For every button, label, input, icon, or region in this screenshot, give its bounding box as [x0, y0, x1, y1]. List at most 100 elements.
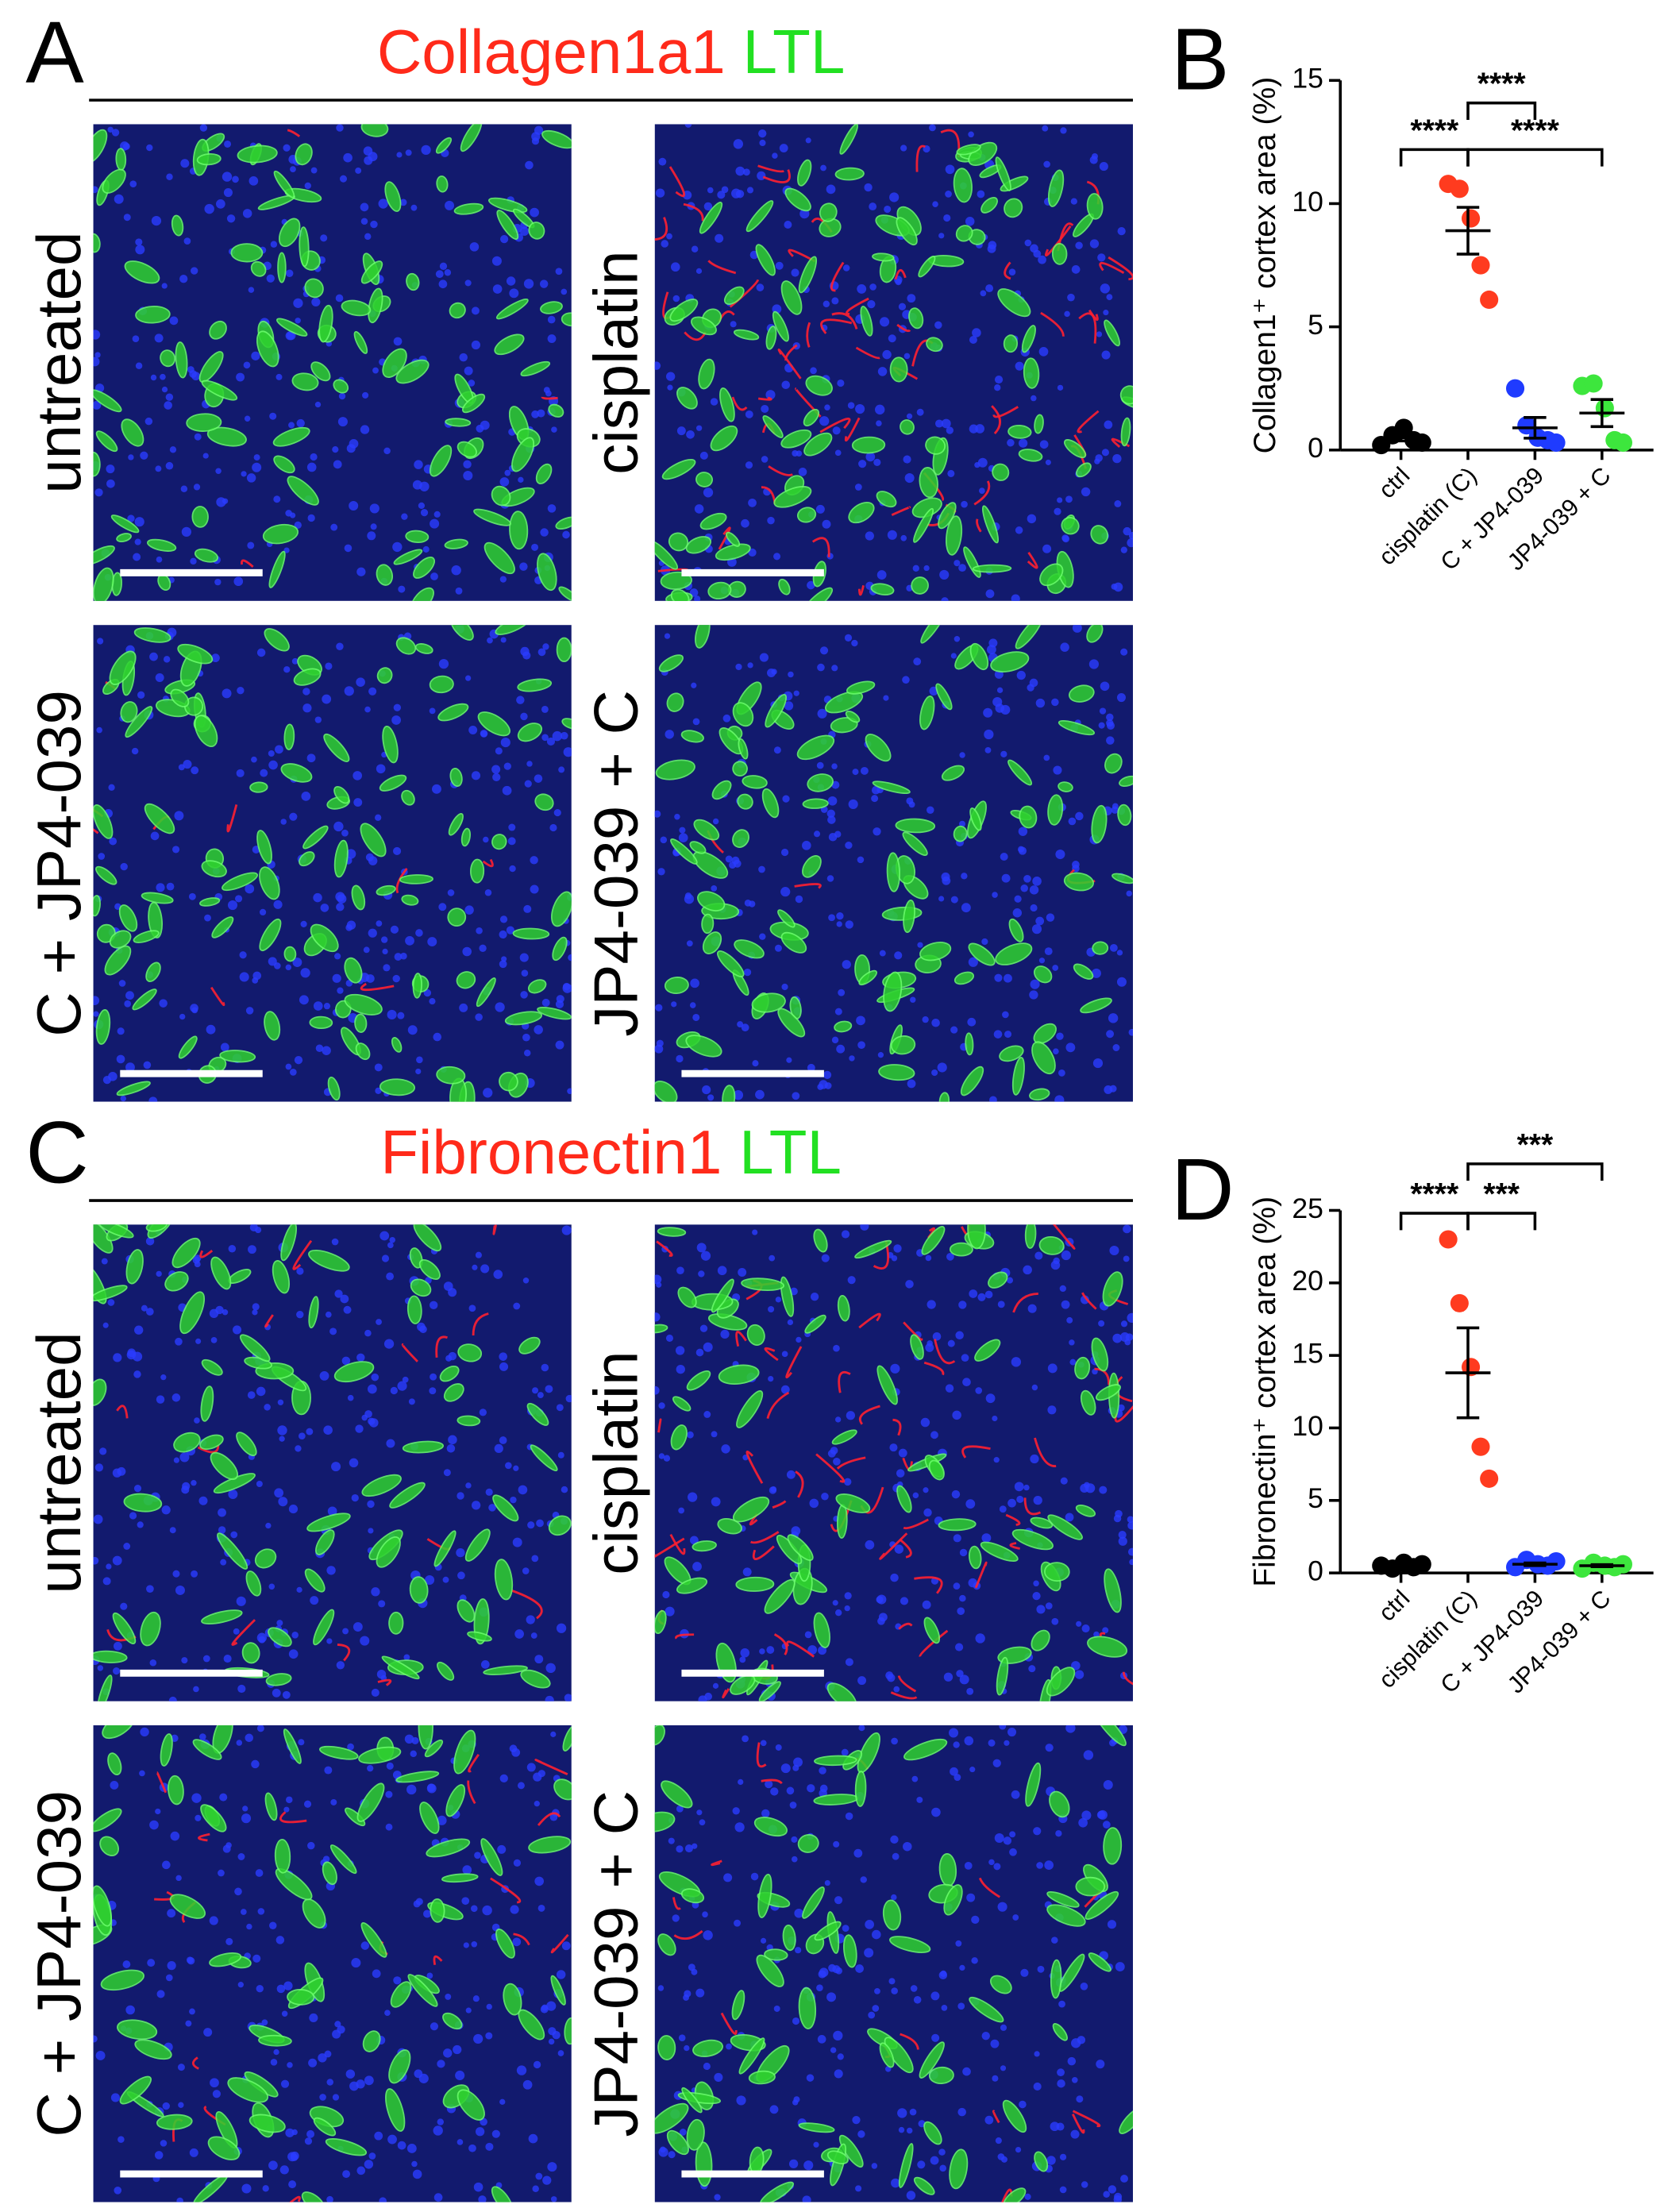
red-stain	[210, 986, 225, 1007]
nucleus	[1093, 1631, 1100, 1638]
nucleus	[557, 2050, 564, 2056]
y-tick-label: 5	[1308, 1482, 1323, 1514]
nucleus	[883, 695, 889, 701]
nucleus	[1102, 1821, 1111, 1829]
nucleus	[678, 1507, 685, 1514]
red-stain	[1077, 410, 1100, 434]
nucleus	[368, 152, 378, 162]
nucleus	[266, 274, 275, 283]
nucleus	[1045, 459, 1051, 465]
nucleus	[202, 1655, 210, 1663]
nucleus	[290, 2151, 299, 2160]
nucleus	[156, 1990, 165, 1998]
nucleus	[162, 1860, 171, 1870]
nucleus	[959, 1594, 966, 1602]
nucleus	[968, 1578, 977, 1588]
nucleus	[465, 675, 472, 681]
tubule	[201, 1358, 223, 1376]
nucleus	[283, 666, 291, 673]
tubule	[989, 1975, 1012, 1994]
red-stain	[279, 1811, 307, 1824]
nucleus	[537, 1904, 545, 1912]
nucleus	[171, 1393, 181, 1402]
nucleus	[816, 1984, 823, 1991]
nucleus	[561, 1941, 571, 1951]
nucleus	[782, 795, 790, 803]
tubule	[751, 992, 786, 1013]
tubule	[748, 2070, 776, 2085]
nucleus	[821, 1254, 830, 1262]
data-point	[1394, 418, 1413, 437]
nucleus	[334, 1289, 343, 1298]
nucleus	[1080, 1295, 1089, 1304]
nucleus	[276, 1984, 286, 1994]
nucleus	[969, 1289, 978, 1298]
nucleus	[925, 1343, 934, 1352]
nucleus	[283, 547, 290, 553]
nucleus	[128, 454, 134, 461]
nucleus	[663, 1455, 671, 1462]
tubule	[254, 1548, 277, 1569]
nucleus	[415, 1068, 422, 1075]
tubule	[900, 419, 915, 435]
nucleus	[199, 1733, 206, 1740]
tubule	[210, 1256, 232, 1290]
nucleus	[1120, 546, 1127, 553]
tubule	[562, 1725, 572, 1751]
tubule	[460, 124, 483, 152]
micrograph	[93, 1224, 572, 1701]
nucleus	[147, 1959, 156, 1967]
tubule	[405, 530, 430, 543]
nucleus	[1050, 1260, 1061, 1270]
nucleus	[712, 1682, 719, 1689]
nucleus	[838, 988, 846, 996]
tubule	[1019, 805, 1038, 829]
tubule	[1050, 1959, 1062, 1999]
nucleus	[966, 1893, 976, 1902]
red-stain	[991, 405, 1001, 435]
significance-bracket	[1466, 1162, 1604, 1181]
nucleus	[741, 1023, 749, 1032]
nucleus	[275, 373, 283, 380]
nucleus	[1051, 1617, 1059, 1625]
nucleus	[1055, 850, 1065, 860]
tubule	[965, 1032, 974, 1056]
nucleus	[969, 1767, 976, 1773]
nucleus	[1101, 350, 1111, 360]
nucleus	[948, 1728, 959, 1738]
nucleus	[820, 164, 826, 171]
nucleus	[954, 560, 961, 567]
nucleus	[252, 462, 262, 472]
nucleus	[379, 2197, 387, 2202]
tubule	[145, 1224, 168, 1232]
tubule	[134, 2039, 172, 2060]
nucleus	[857, 2130, 865, 2138]
nucleus	[1003, 1836, 1012, 1845]
nucleus	[93, 1556, 99, 1565]
tubule	[733, 329, 760, 341]
tubule	[517, 723, 543, 742]
nucleus	[412, 2169, 422, 2179]
nucleus	[399, 198, 407, 206]
nucleus	[917, 2160, 926, 2169]
nucleus	[246, 473, 256, 483]
tubule	[782, 1924, 796, 1952]
nucleus	[214, 578, 222, 586]
nucleus	[702, 1911, 708, 1918]
nucleus	[106, 464, 115, 474]
nucleus	[714, 2072, 723, 2082]
tubule	[201, 380, 238, 401]
tubule	[537, 1006, 572, 1020]
nucleus	[378, 1600, 386, 1608]
nucleus	[323, 1425, 333, 1435]
tubule	[737, 793, 753, 810]
tubule	[1051, 242, 1068, 265]
condition-label: C + JP4-039	[24, 690, 94, 1037]
nucleus	[1004, 1740, 1010, 1746]
nucleus	[556, 1970, 566, 1979]
nucleus	[872, 1929, 881, 1940]
tubule	[661, 1780, 693, 1809]
nucleus	[169, 446, 177, 453]
nucleus	[1052, 965, 1059, 971]
nucleus	[910, 1985, 918, 1992]
